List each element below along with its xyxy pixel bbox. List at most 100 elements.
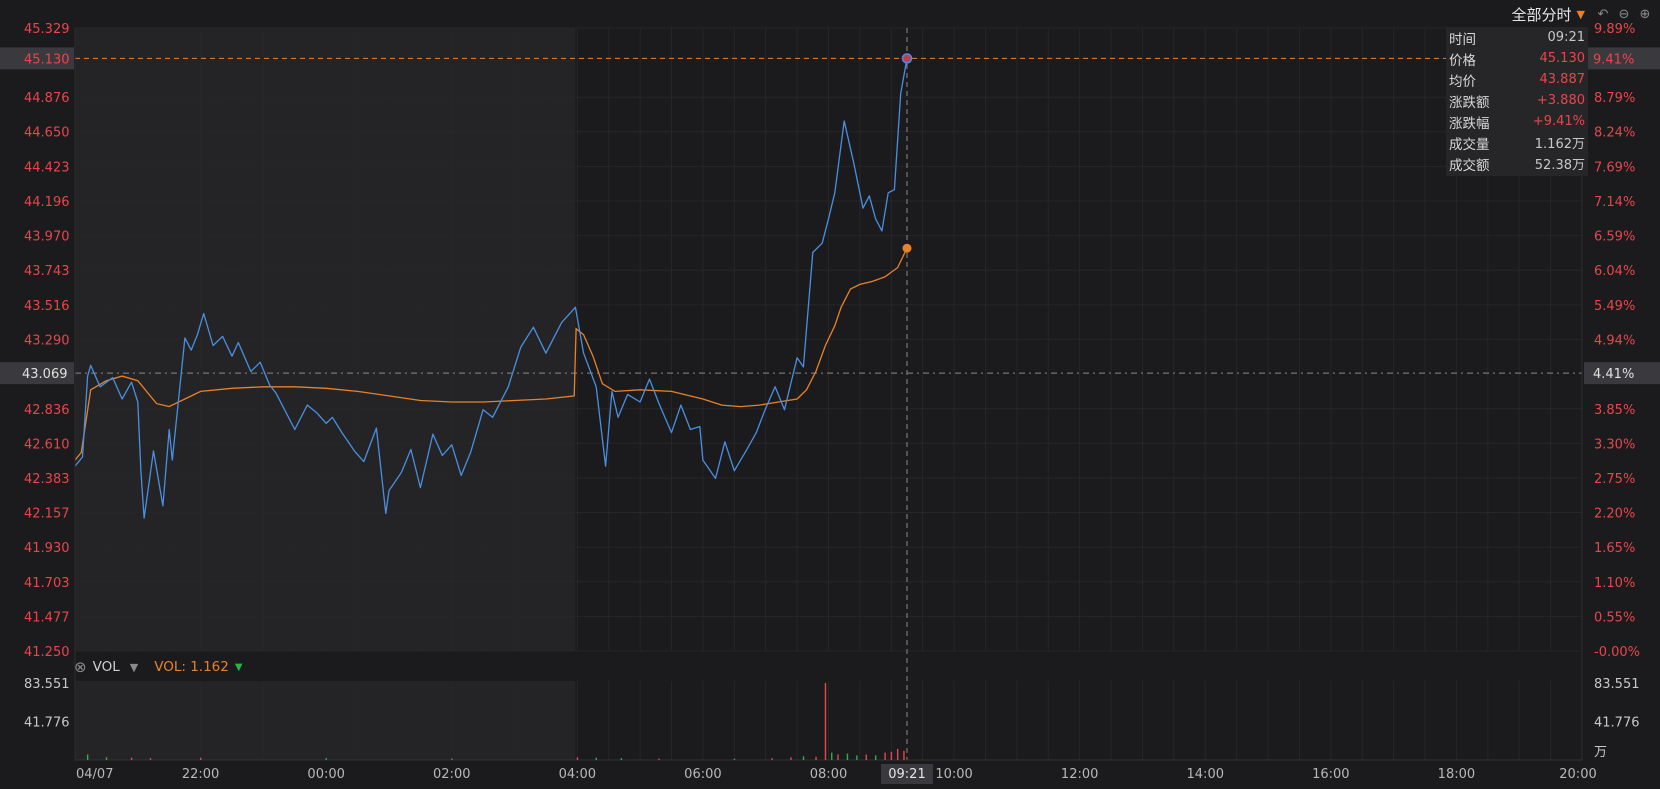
y-right-tick-label: 8.79% — [1594, 91, 1635, 106]
zoom-in-icon[interactable]: ⊕ — [1639, 6, 1651, 22]
info-label: 成交量 — [1449, 136, 1490, 153]
y-right-tick-label: 0.55% — [1594, 610, 1635, 625]
indicator-name[interactable]: VOL — [92, 659, 120, 675]
volume-y-tick-label: 41.776 — [24, 715, 70, 730]
x-tick-label: 10:00 — [935, 767, 972, 782]
chevron-down-icon[interactable]: ▼ — [1576, 7, 1585, 21]
volume-value: VOL: 1.162 — [154, 659, 229, 675]
y-left-tick-label: 44.650 — [24, 126, 70, 141]
volume-bar — [771, 758, 773, 760]
info-label: 时间 — [1449, 31, 1476, 48]
volume-bar — [325, 758, 327, 760]
top-toolbar: 全部分时 ▼ ↶ ⊖ ⊕ — [1512, 2, 1654, 26]
y-right-tick-label: 8.24% — [1594, 126, 1635, 141]
y-right-tick-label: 7.69% — [1594, 160, 1635, 175]
y-right-tick-label: 1.65% — [1594, 541, 1635, 556]
volume-bar — [790, 757, 792, 760]
volume-bar — [831, 752, 833, 760]
avg-price-marker — [902, 243, 912, 253]
x-tick-label: 08:00 — [810, 767, 847, 782]
info-label: 成交额 — [1449, 157, 1490, 174]
y-right-tick-label: 5.49% — [1594, 299, 1635, 314]
x-tick-label: 06:00 — [684, 767, 721, 782]
info-row-avg-price: 均价 43.887 — [1449, 69, 1585, 90]
reference-pct-label: 4.41% — [1593, 367, 1634, 382]
x-tick-label: 16:00 — [1312, 767, 1349, 782]
reference-pct-tag — [1584, 362, 1660, 385]
info-label: 涨跌幅 — [1449, 115, 1490, 132]
x-tick-label: 04:00 — [559, 767, 596, 782]
volume-bar — [86, 754, 89, 760]
y-left-tick-label: 42.836 — [24, 403, 70, 418]
y-left-tick-label: 43.970 — [24, 230, 70, 245]
x-tick-label: 04/07 — [76, 767, 113, 782]
volume-y-tick-label: 41.776 — [1594, 715, 1640, 730]
volume-bar — [451, 758, 453, 760]
volume-bar — [802, 756, 805, 760]
volume-bar — [658, 758, 660, 760]
x-tick-label: 02:00 — [433, 767, 470, 782]
y-left-tick-label: 42.610 — [24, 437, 70, 452]
y-left-tick-label: 43.743 — [24, 264, 70, 279]
y-right-tick-label: 6.04% — [1594, 264, 1635, 279]
info-row-volume: 成交量 1.162万 — [1449, 132, 1585, 153]
info-label: 价格 — [1449, 52, 1476, 69]
info-label: 涨跌额 — [1449, 94, 1490, 111]
info-value: 1.162万 — [1534, 137, 1585, 152]
info-value: 09:21 — [1547, 30, 1585, 45]
y-left-tick-label: 44.423 — [24, 160, 70, 175]
y-right-tick-label: 2.20% — [1594, 506, 1635, 521]
close-indicator-icon[interactable]: ⊗ — [74, 658, 87, 676]
y-right-tick-label: 9.89% — [1594, 22, 1635, 37]
crosshair-pct-label: 9.41% — [1593, 52, 1634, 67]
info-value: 45.130 — [1539, 51, 1586, 66]
y-left-tick-label: 44.876 — [24, 91, 70, 106]
y-left-tick-label: 43.290 — [24, 333, 70, 348]
info-row-change: 涨跌额 +3.880 — [1449, 90, 1585, 111]
volume-bar — [890, 751, 893, 760]
volume-bar — [199, 757, 202, 760]
zoom-out-icon[interactable]: ⊖ — [1618, 6, 1630, 22]
crosshair-price-label: 45.130 — [24, 52, 70, 67]
crosshair-time-label: 09:21 — [888, 767, 925, 782]
price-line — [74, 58, 908, 519]
info-value: +9.41% — [1532, 114, 1585, 129]
y-right-tick-label: 1.10% — [1594, 576, 1635, 591]
price-marker — [901, 53, 913, 64]
volume-bar — [595, 757, 597, 760]
info-value: +3.880 — [1536, 93, 1585, 108]
volume-bar — [130, 757, 133, 760]
y-right-tick-label: 4.94% — [1594, 333, 1635, 348]
info-row-time: 时间 09:21 — [1449, 27, 1585, 48]
x-tick-label: 18:00 — [1438, 767, 1475, 782]
crosshair-price-tag — [0, 47, 74, 70]
y-left-tick-label: 45.329 — [24, 22, 70, 37]
volume-bar — [884, 752, 886, 760]
volume-bar — [733, 758, 736, 760]
volume-unit-label: 万 — [1594, 745, 1607, 760]
volume-bar — [865, 754, 867, 760]
volume-bar — [856, 755, 858, 760]
info-row-price: 价格 45.130 — [1449, 48, 1585, 69]
chevron-down-icon[interactable]: ▼ — [129, 660, 139, 674]
volume-bar — [874, 755, 877, 760]
info-row-change-pct: 涨跌幅 +9.41% — [1449, 111, 1585, 132]
volume-y-tick-label: 83.551 — [24, 677, 70, 692]
reference-price-tag — [0, 362, 74, 385]
volume-bar — [620, 758, 623, 760]
volume-bar — [149, 758, 152, 760]
triangle-down-icon: ▼ — [234, 661, 243, 673]
volume-bar — [837, 754, 839, 760]
volume-bar — [903, 750, 905, 760]
y-right-tick-label: 3.85% — [1594, 403, 1635, 418]
x-tick-label: 22:00 — [182, 767, 219, 782]
x-tick-label: 12:00 — [1061, 767, 1098, 782]
volume-bar — [846, 753, 849, 760]
undo-icon[interactable]: ↶ — [1597, 6, 1609, 22]
info-row-turnover: 成交额 52.38万 — [1449, 153, 1585, 174]
y-left-tick-label: 42.383 — [24, 472, 70, 487]
mode-selector-label[interactable]: 全部分时 — [1511, 5, 1572, 24]
y-left-tick-label: 42.157 — [24, 506, 70, 521]
